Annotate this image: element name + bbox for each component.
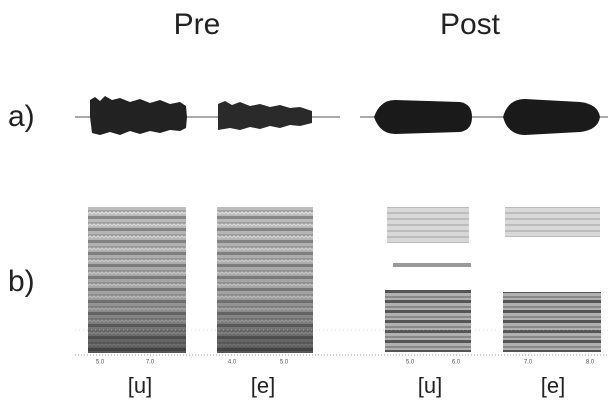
row-label: b)	[8, 265, 35, 298]
waveforms	[75, 96, 608, 135]
tick-label: 8.0	[586, 360, 595, 366]
tick-label: 4.0	[228, 360, 237, 366]
row-label: a)	[8, 100, 35, 133]
vowel-label: [e]	[251, 373, 275, 398]
vowel-label: [e]	[541, 373, 565, 398]
vowel-label: [u]	[128, 373, 152, 398]
tick-label: 6.0	[452, 360, 461, 366]
tick-label: 5.0	[280, 360, 289, 366]
column-title: Pre	[174, 8, 221, 41]
column-title: Post	[440, 8, 501, 41]
tick-label: 5.0	[406, 360, 415, 366]
tick-label: 5.0	[96, 360, 105, 366]
vowel-label: [u]	[418, 373, 442, 398]
tick-label: 7.0	[146, 360, 155, 366]
spectrograms	[75, 207, 608, 356]
tick-label: 7.0	[524, 360, 533, 366]
